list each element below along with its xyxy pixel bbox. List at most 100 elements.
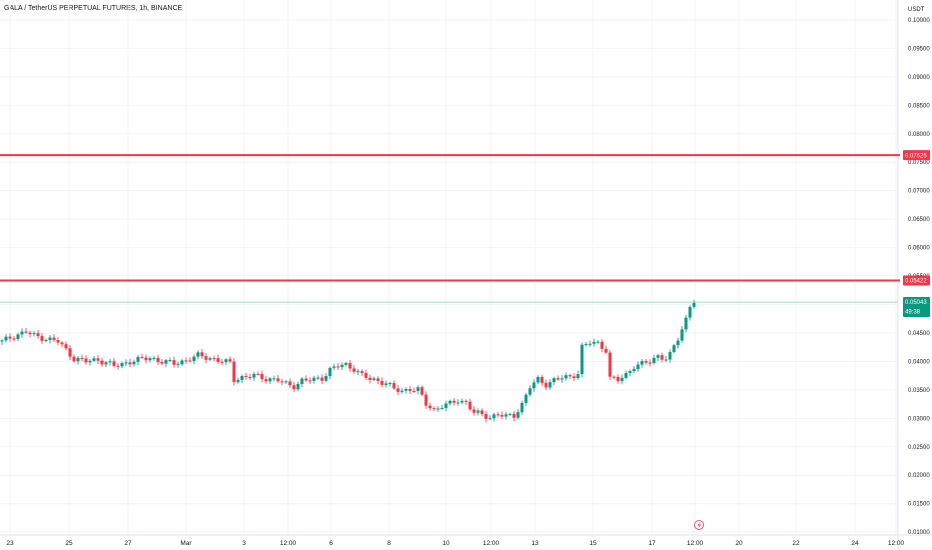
candle-body (252, 373, 256, 378)
candle-body (424, 394, 428, 406)
candle-body (648, 362, 652, 364)
candle-body (676, 340, 680, 346)
candle-body (256, 373, 260, 375)
candle-body (320, 377, 324, 381)
candle-body (144, 357, 148, 361)
level-price-tag (903, 275, 930, 286)
candle-body (268, 378, 272, 382)
candle-body (276, 378, 280, 382)
candle-body (520, 402, 524, 413)
candle-body (448, 400, 452, 404)
time-tick-label: 12:00 (280, 540, 297, 547)
candle-body (76, 357, 80, 362)
candle-body (84, 358, 88, 363)
candle-body (304, 378, 308, 381)
time-tick-label: 10 (442, 540, 450, 547)
candle-body (44, 339, 48, 341)
candle-body (416, 387, 420, 391)
candle-body (220, 361, 224, 363)
candle-body (652, 357, 656, 364)
candle-body (560, 378, 564, 380)
chart-title: GALA / TetherUS PERPETUAL FUTURES, 1h, B… (4, 5, 183, 12)
candle-body (348, 363, 352, 369)
candle-body (28, 332, 32, 335)
candle-body (680, 329, 684, 341)
candle-body (620, 377, 624, 382)
candle-body (404, 388, 408, 391)
candle-body (152, 357, 156, 359)
price-tick-label: 0.01000 (908, 530, 930, 536)
level-price-tag (903, 150, 930, 161)
candle-body (136, 356, 140, 362)
price-tick-label: 0.09000 (908, 75, 930, 81)
candle-body (512, 413, 516, 418)
candle-body (36, 333, 40, 337)
candle-body (224, 359, 228, 363)
candle-body (48, 337, 52, 340)
candle-body (660, 355, 664, 360)
candle-body (644, 361, 648, 363)
time-tick-label: 22 (792, 540, 800, 547)
candle-body (528, 388, 532, 395)
candle-body (92, 358, 96, 361)
candle-body (232, 361, 236, 383)
level-price-label: 0.07625 (905, 153, 927, 159)
candle-body (352, 368, 356, 372)
candle-body (516, 412, 520, 418)
candle-body (40, 336, 44, 341)
candle-body (172, 360, 176, 365)
time-tick-label: 12:00 (687, 540, 704, 547)
candle-body (556, 378, 560, 380)
time-tick-label: 12:00 (483, 540, 500, 547)
price-tick-label: 0.03000 (908, 416, 930, 422)
price-tick-label: 0.01500 (908, 502, 930, 508)
candle-body (128, 362, 132, 365)
time-tick-label: 27 (124, 540, 132, 547)
candle-body (588, 343, 592, 345)
candle-body (544, 382, 548, 388)
candle-body (596, 341, 600, 343)
time-tick-label: 3 (242, 540, 246, 547)
candle-body (632, 369, 636, 372)
candle-body (388, 382, 392, 384)
candle-body (60, 342, 64, 345)
candle-body (64, 344, 68, 349)
candle-body (164, 360, 168, 364)
candle-body (244, 376, 248, 378)
candle-body (428, 405, 432, 409)
candle-body (160, 361, 164, 364)
level-price-label: 0.05422 (905, 279, 927, 285)
candle-body (420, 387, 424, 395)
candle-body (392, 382, 396, 389)
candle-body (148, 358, 152, 361)
candle-body (324, 375, 328, 381)
candle-body (204, 356, 208, 360)
candle-body (156, 357, 160, 362)
candle-body (312, 377, 316, 381)
candle-body (444, 403, 448, 409)
price-tick-label: 0.04000 (908, 359, 930, 365)
price-tick-label: 0.04500 (908, 331, 930, 337)
candle-body (608, 352, 612, 377)
time-tick-label: 20 (735, 540, 743, 547)
candle-body (140, 356, 144, 358)
candle-body (0, 340, 4, 342)
candle-body (24, 331, 28, 333)
candle-body (260, 373, 264, 380)
price-tick-label: 0.08500 (908, 103, 930, 109)
candle-body (88, 360, 92, 363)
candle-body (500, 414, 504, 417)
candle-body (564, 375, 568, 379)
time-tick-label: 13 (531, 540, 539, 547)
candle-body (480, 410, 484, 415)
candle-body (592, 341, 596, 344)
price-tick-label: 0.07000 (908, 189, 930, 195)
candle-body (228, 359, 232, 362)
time-tick-label: 24 (851, 540, 859, 547)
candle-body (432, 408, 436, 410)
candle-body (240, 376, 244, 381)
candle-body (364, 372, 368, 378)
price-tick-label: 0.09500 (908, 46, 930, 52)
candle-body (540, 376, 544, 383)
